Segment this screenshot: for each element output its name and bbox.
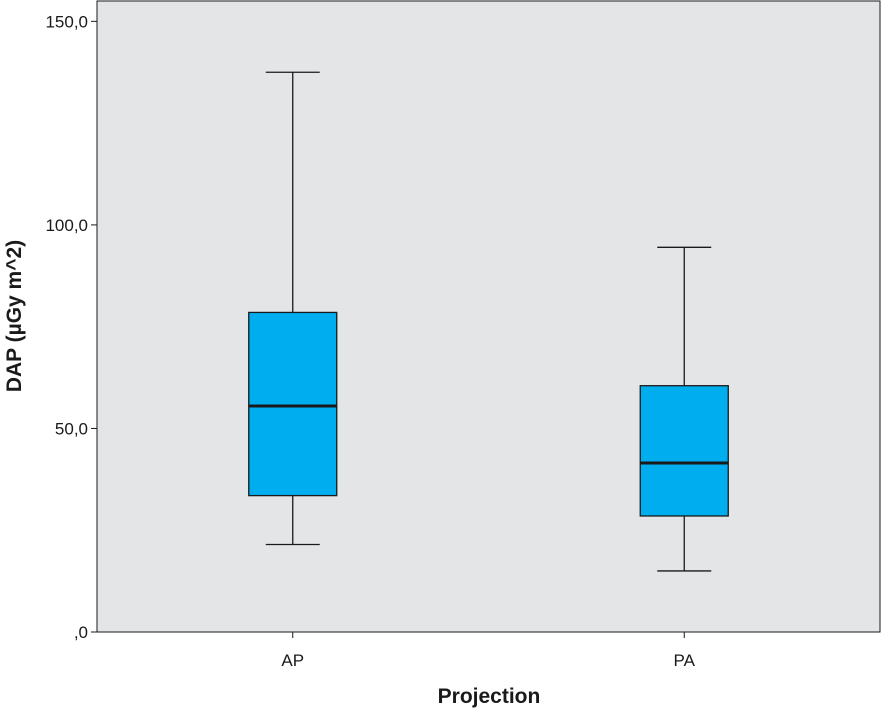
box-pa (639, 246, 729, 572)
x-tick-label: AP (281, 651, 304, 670)
plot-area (96, 0, 881, 633)
y-tick-label: 100,0 (45, 216, 88, 235)
box-marks (248, 71, 729, 572)
y-axis-title: DAP (µGy m^2) (3, 240, 26, 392)
x-axis: AP PA (97, 631, 880, 670)
iqr-box (639, 385, 729, 517)
y-axis: ,0 50,0 100,0 150,0 (45, 1, 98, 642)
y-tick-label: 150,0 (45, 12, 88, 31)
x-axis-title: Projection (438, 685, 541, 708)
iqr-box (248, 311, 338, 497)
x-tick-label: PA (674, 651, 696, 670)
y-tick-label: ,0 (74, 623, 88, 642)
y-tick-label: 50,0 (55, 419, 88, 438)
box-ap (248, 71, 338, 546)
